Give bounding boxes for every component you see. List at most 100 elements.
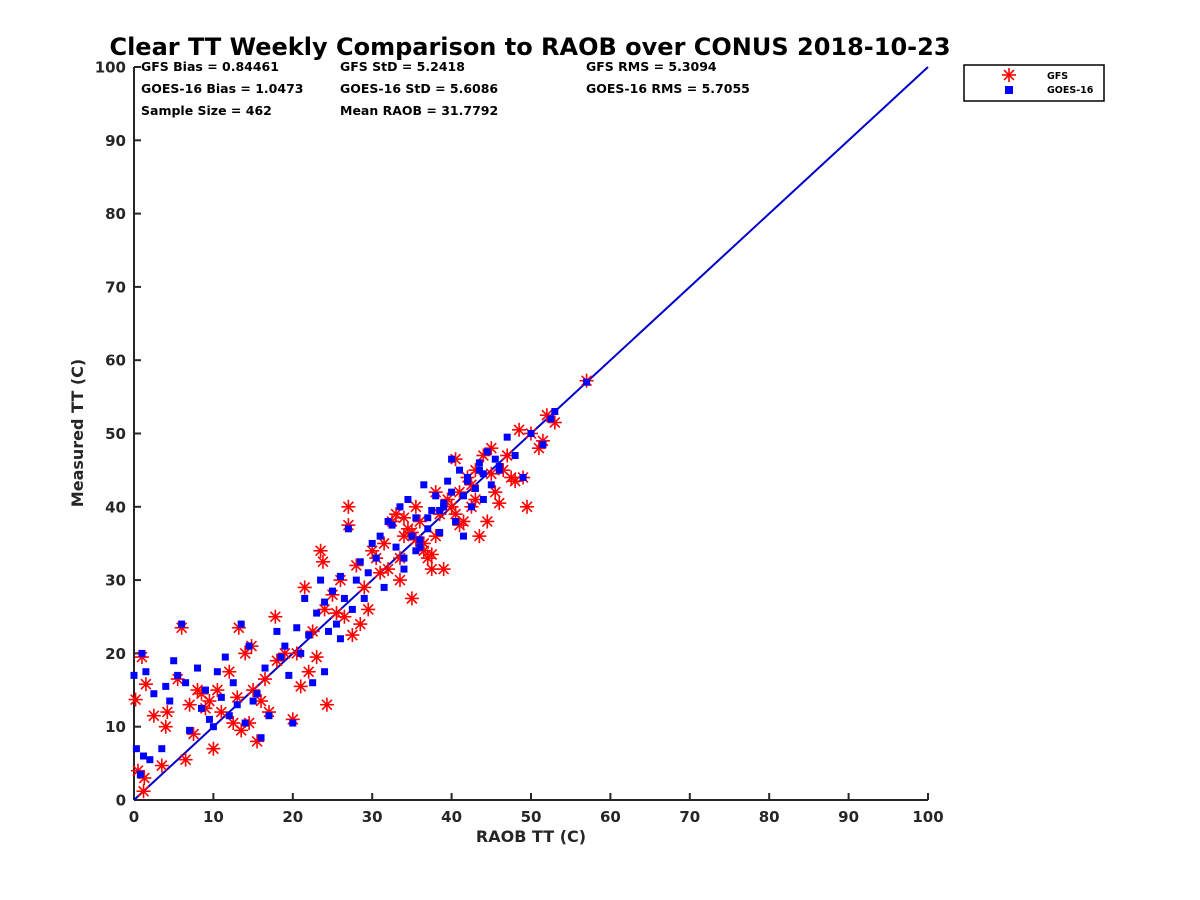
gfs-point bbox=[488, 485, 503, 500]
goes-16-point bbox=[233, 701, 241, 709]
goes-16-point bbox=[317, 576, 325, 584]
stat-gfs-rms: GFS RMS = 5.3094 bbox=[586, 59, 717, 74]
goes-16-point bbox=[146, 756, 154, 764]
gfs-point bbox=[214, 705, 229, 720]
goes-16-point bbox=[178, 620, 186, 628]
goes-16-point bbox=[158, 745, 166, 753]
goes-16-point bbox=[213, 668, 221, 676]
gfs-point bbox=[178, 752, 193, 767]
goes-16-point bbox=[285, 671, 293, 679]
x-tick-label: 10 bbox=[203, 808, 224, 826]
gfs-point bbox=[297, 580, 312, 595]
goes-16-point bbox=[313, 609, 321, 617]
gfs-point bbox=[512, 422, 527, 437]
gfs-point bbox=[472, 529, 487, 544]
gfs-point bbox=[182, 697, 197, 712]
y-tick-label: 30 bbox=[105, 572, 126, 590]
gfs-point bbox=[309, 650, 324, 665]
goes-16-point bbox=[487, 481, 495, 489]
gfs-point bbox=[424, 562, 439, 577]
gfs-point bbox=[230, 690, 245, 705]
gfs-point bbox=[337, 609, 352, 624]
goes-16-point bbox=[448, 455, 456, 463]
gfs-point bbox=[138, 677, 153, 692]
goes-16-point bbox=[305, 631, 313, 639]
goes-16-point bbox=[376, 532, 384, 540]
goes-16-point bbox=[241, 719, 249, 727]
goes-16-point bbox=[519, 473, 527, 481]
gfs-point bbox=[319, 697, 334, 712]
goes-16-point bbox=[257, 734, 265, 742]
gfs-point bbox=[361, 602, 376, 617]
goes-16-point bbox=[388, 521, 396, 529]
goes-16-point bbox=[277, 653, 285, 661]
x-tick-label: 50 bbox=[521, 808, 542, 826]
goes-16-point bbox=[424, 514, 432, 522]
x-tick-label: 30 bbox=[362, 808, 383, 826]
x-tick-label: 40 bbox=[441, 808, 462, 826]
goes-16-point bbox=[479, 495, 487, 503]
gfs-point bbox=[476, 448, 491, 463]
goes-16-point bbox=[186, 726, 194, 734]
goes-16-point bbox=[460, 532, 468, 540]
y-tick-label: 60 bbox=[105, 352, 126, 370]
gfs-point bbox=[146, 708, 161, 723]
goes-16-point bbox=[527, 430, 535, 437]
goes-16-point bbox=[583, 378, 591, 386]
x-tick-label: 90 bbox=[838, 808, 859, 826]
gfs-point bbox=[202, 694, 217, 709]
goes-16-point bbox=[436, 528, 444, 536]
goes-16-point bbox=[217, 693, 225, 701]
goes-16-point bbox=[162, 682, 170, 690]
goes-16-point bbox=[245, 642, 253, 650]
goes-16-point bbox=[424, 525, 432, 533]
legend-gfs-asterisk bbox=[1002, 68, 1016, 82]
goes-16-point bbox=[174, 671, 182, 679]
goes-16-point bbox=[444, 477, 452, 485]
goes-16-point bbox=[170, 657, 178, 665]
gfs-point bbox=[313, 543, 328, 558]
gfs-point bbox=[396, 510, 411, 525]
legend: GFS GOES-16 bbox=[963, 64, 1105, 102]
goes-16-point bbox=[132, 745, 140, 753]
goes-16-point bbox=[261, 664, 269, 672]
goes-16-point bbox=[182, 679, 190, 687]
goes-16-point bbox=[265, 712, 273, 720]
goes-16-point bbox=[205, 715, 213, 723]
goes-16-point bbox=[495, 466, 503, 474]
stat-goes-bias: GOES-16 Bias = 1.0473 bbox=[141, 81, 303, 96]
legend-gfs-label: GFS bbox=[1047, 71, 1068, 82]
goes-16-point bbox=[166, 697, 174, 705]
goes-16-point bbox=[140, 752, 148, 760]
goes-16-point bbox=[321, 598, 329, 606]
gfs-point bbox=[353, 617, 368, 632]
stat-mean-raob: Mean RAOB = 31.7792 bbox=[340, 103, 498, 118]
goes-16-point bbox=[491, 455, 499, 463]
goes-16-point bbox=[225, 712, 233, 720]
goes-16-point bbox=[301, 594, 309, 602]
stat-goes-rms: GOES-16 RMS = 5.7055 bbox=[586, 81, 750, 96]
goes-16-point bbox=[194, 664, 202, 672]
gfs-point bbox=[412, 514, 427, 529]
goes-16-point bbox=[348, 605, 356, 613]
legend-gfs-marker bbox=[1002, 68, 1016, 82]
x-tick-label: 80 bbox=[759, 808, 780, 826]
goes-16-point bbox=[201, 686, 209, 694]
goes-16-point bbox=[452, 517, 460, 525]
gfs-point bbox=[268, 609, 283, 624]
goes-16-point bbox=[321, 668, 329, 676]
goes-16-point bbox=[503, 433, 511, 441]
goes-16-point bbox=[197, 704, 205, 712]
goes-16-point bbox=[329, 587, 336, 595]
y-tick-label: 10 bbox=[105, 718, 126, 736]
goes-16-point bbox=[471, 484, 479, 492]
goes-16-point bbox=[511, 451, 519, 459]
goes-16-point bbox=[420, 481, 428, 489]
legend-goes-marker bbox=[1005, 86, 1013, 94]
goes-16-point bbox=[336, 572, 344, 580]
goes-16-point bbox=[392, 543, 400, 551]
gfs-point bbox=[345, 628, 360, 643]
y-tick-label: 90 bbox=[105, 132, 126, 150]
goes-16-point bbox=[281, 642, 289, 650]
